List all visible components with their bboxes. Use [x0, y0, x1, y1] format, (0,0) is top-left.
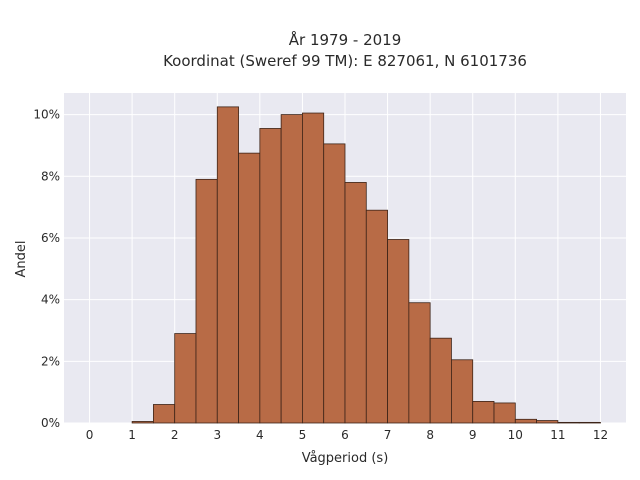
x-tick-label: 11 [550, 428, 565, 442]
histogram-bar [302, 112, 325, 424]
y-tick-label: 4% [41, 293, 60, 307]
y-tick-label: 0% [41, 416, 60, 430]
histogram-bar [387, 239, 410, 424]
chart-title-line1: År 1979 - 2019 [289, 30, 402, 49]
histogram-bar [174, 333, 197, 424]
x-tick-label: 8 [426, 428, 434, 442]
histogram-bar [323, 143, 346, 424]
histogram-bar [557, 421, 580, 424]
histogram-bar [451, 359, 474, 424]
x-tick-label: 5 [299, 428, 307, 442]
y-tick-label: 6% [41, 231, 60, 245]
histogram-bar [365, 209, 388, 424]
histogram-bar [408, 302, 431, 424]
histogram-bar [429, 337, 452, 424]
x-tick-label: 4 [256, 428, 264, 442]
y-tick-label: 10% [33, 108, 60, 122]
x-tick-label: 9 [469, 428, 477, 442]
histogram-bar [280, 114, 303, 424]
histogram-bar [131, 421, 154, 424]
x-axis-ticks: 0 1 2 3 4 5 6 7 8 9 10 11 12 [86, 428, 608, 442]
x-axis-label: Vågperiod (s) [302, 451, 389, 466]
bars [131, 106, 601, 424]
x-tick-label: 7 [384, 428, 392, 442]
histogram-bar [216, 106, 239, 424]
histogram-bar [493, 402, 516, 424]
x-tick-label: 1 [128, 428, 136, 442]
histogram-bar [578, 421, 601, 424]
histogram-bar [472, 401, 495, 424]
histogram-bar [536, 420, 559, 424]
y-tick-label: 2% [41, 354, 60, 368]
x-tick-label: 0 [86, 428, 94, 442]
histogram-bar [259, 128, 282, 424]
histogram-bar [195, 178, 218, 424]
chart-title-line2: Koordinat (Sweref 99 TM): E 827061, N 61… [163, 52, 527, 70]
x-tick-label: 2 [171, 428, 179, 442]
x-tick-label: 3 [213, 428, 221, 442]
histogram-bar [514, 418, 537, 424]
x-tick-label: 6 [341, 428, 349, 442]
y-tick-label: 8% [41, 169, 60, 183]
histogram-bar [153, 404, 176, 424]
histogram-bar [344, 182, 367, 424]
histogram-bar [238, 152, 261, 424]
y-axis-ticks: 0% 2% 4% 6% 8% 10% [33, 108, 60, 430]
x-tick-label: 12 [593, 428, 608, 442]
y-axis-label: Andel [14, 241, 29, 278]
x-tick-label: 10 [508, 428, 523, 442]
